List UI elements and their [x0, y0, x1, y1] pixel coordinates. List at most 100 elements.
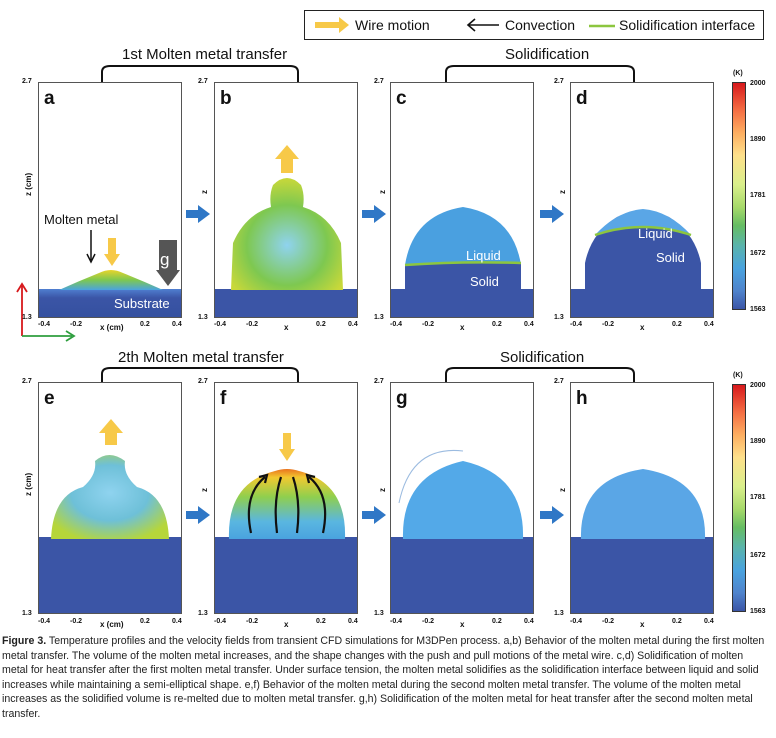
x-tick: 0.2: [492, 618, 502, 625]
legend-convection: Convection: [505, 17, 576, 33]
panel-f-simulation: [215, 433, 357, 613]
panel-b: [214, 82, 358, 318]
x-tick: 0.4: [704, 321, 714, 328]
caption-text: Temperature profiles and the velocity fi…: [2, 635, 765, 720]
transition-arrow-icon: [186, 506, 210, 524]
x-tick: -0.2: [422, 618, 435, 625]
section-title-solidification-2: Solidification: [500, 349, 585, 366]
x-tick: 0.4: [524, 321, 534, 328]
x-tick: 0.2: [492, 321, 502, 328]
gravity-label: g: [160, 250, 170, 269]
z-tick-top: 2.7: [554, 378, 564, 385]
panel-e: [38, 382, 182, 614]
solid-label-c: Solid: [470, 274, 499, 289]
x-tick: 0.2: [672, 618, 682, 625]
x-tick: -0.4: [38, 321, 51, 328]
colorbar-tick: 1563: [750, 306, 766, 313]
colorbar-tick: 1781: [750, 494, 766, 501]
gravity-arrow-icon: [156, 240, 180, 286]
x-axis-label: x: [640, 620, 645, 629]
colorbar-tick: 1672: [750, 552, 766, 559]
transition-arrow-icon: [540, 205, 564, 223]
convection-arrow-icon: [466, 18, 499, 32]
z-tick-top: 2.7: [198, 78, 208, 85]
legend-solidification-interface: Solidification interface: [619, 17, 756, 33]
z-tick-bottom: 1.3: [554, 610, 564, 617]
interface-line-icon: [589, 24, 615, 28]
x-tick: -0.2: [422, 321, 435, 328]
z-tick-bottom: 1.3: [374, 314, 384, 321]
x-tick: -0.4: [214, 321, 227, 328]
z-axis-label: z: [200, 488, 209, 492]
z-tick-bottom: 1.3: [198, 314, 208, 321]
transition-arrow-icon: [362, 506, 386, 524]
bracket-solidification-2: [445, 367, 635, 386]
z-axis-label: z: [558, 190, 567, 194]
x-axis-label: x (cm): [100, 620, 124, 629]
z-tick-bottom: 1.3: [554, 314, 564, 321]
panel-a: [38, 82, 182, 318]
colorbar-tick: 1890: [750, 136, 766, 143]
transition-arrow-icon: [540, 506, 564, 524]
colorbar-tick: 2000: [750, 382, 766, 389]
z-axis-label: z: [200, 190, 209, 194]
x-tick: -0.4: [390, 618, 403, 625]
x-tick: 0.2: [140, 618, 150, 625]
transition-arrow-icon: [186, 205, 210, 223]
molten-metal-label: Molten metal: [44, 212, 119, 227]
z-axis-label: z: [558, 488, 567, 492]
colorbar-top: [732, 82, 746, 310]
z-tick-top: 2.7: [554, 78, 564, 85]
coordinate-axes-icon: [16, 282, 76, 342]
bracket-solidification-1: [445, 65, 635, 84]
solid-label-d: Solid: [656, 250, 685, 265]
panel-label-a: a: [44, 88, 55, 109]
x-tick: -0.2: [246, 618, 259, 625]
wire-down-arrow-icon: [104, 238, 120, 266]
bracket-second-transfer: [101, 367, 299, 386]
panel-h-simulation: [571, 469, 713, 613]
x-tick: -0.4: [570, 321, 583, 328]
z-tick-bottom: 1.3: [374, 610, 384, 617]
x-axis-label: x: [460, 323, 465, 332]
panel-g: [390, 382, 534, 614]
x-tick: 0.4: [172, 321, 182, 328]
x-axis-label: x (cm): [100, 323, 124, 332]
x-axis-label: x: [640, 323, 645, 332]
panel-label-c: c: [396, 88, 407, 109]
z-tick-top: 2.7: [374, 378, 384, 385]
section-title-solidification-1: Solidification: [505, 46, 590, 63]
substrate-label: Substrate: [114, 296, 170, 311]
panel-label-d: d: [576, 88, 588, 109]
panel-e-simulation: [39, 419, 181, 613]
colorbar-tick: 2000: [750, 80, 766, 87]
panel-label-e: e: [44, 388, 55, 409]
panel-g-simulation: [391, 449, 533, 613]
caption-label: Figure 3.: [2, 635, 47, 647]
x-tick: -0.4: [38, 618, 51, 625]
panel-c-simulation: [391, 207, 533, 317]
z-tick-bottom: 1.3: [22, 314, 32, 321]
panel-label-g: g: [396, 388, 408, 409]
x-tick: -0.4: [390, 321, 403, 328]
x-axis-label: x: [460, 620, 465, 629]
panel-d: [570, 82, 714, 318]
z-tick-top: 2.7: [198, 378, 208, 385]
panel-b-simulation: [215, 145, 357, 317]
z-tick-bottom: 1.3: [198, 610, 208, 617]
colorbar-tick: 1781: [750, 192, 766, 199]
colorbar-tick: 1672: [750, 250, 766, 257]
x-tick: -0.2: [602, 618, 615, 625]
x-tick: 0.2: [316, 618, 326, 625]
colorbar-bottom: [732, 384, 746, 612]
panel-h: [570, 382, 714, 614]
panel-label-b: b: [220, 88, 232, 109]
z-axis-label: z (cm): [24, 472, 33, 496]
z-tick-top: 2.7: [22, 78, 32, 85]
x-tick: 0.2: [672, 321, 682, 328]
x-tick: 0.4: [172, 618, 182, 625]
liquid-label-c: Liquid: [466, 248, 501, 263]
z-tick-top: 2.7: [374, 78, 384, 85]
colorbar-tick: 1890: [750, 438, 766, 445]
panel-d-simulation: [571, 209, 713, 317]
